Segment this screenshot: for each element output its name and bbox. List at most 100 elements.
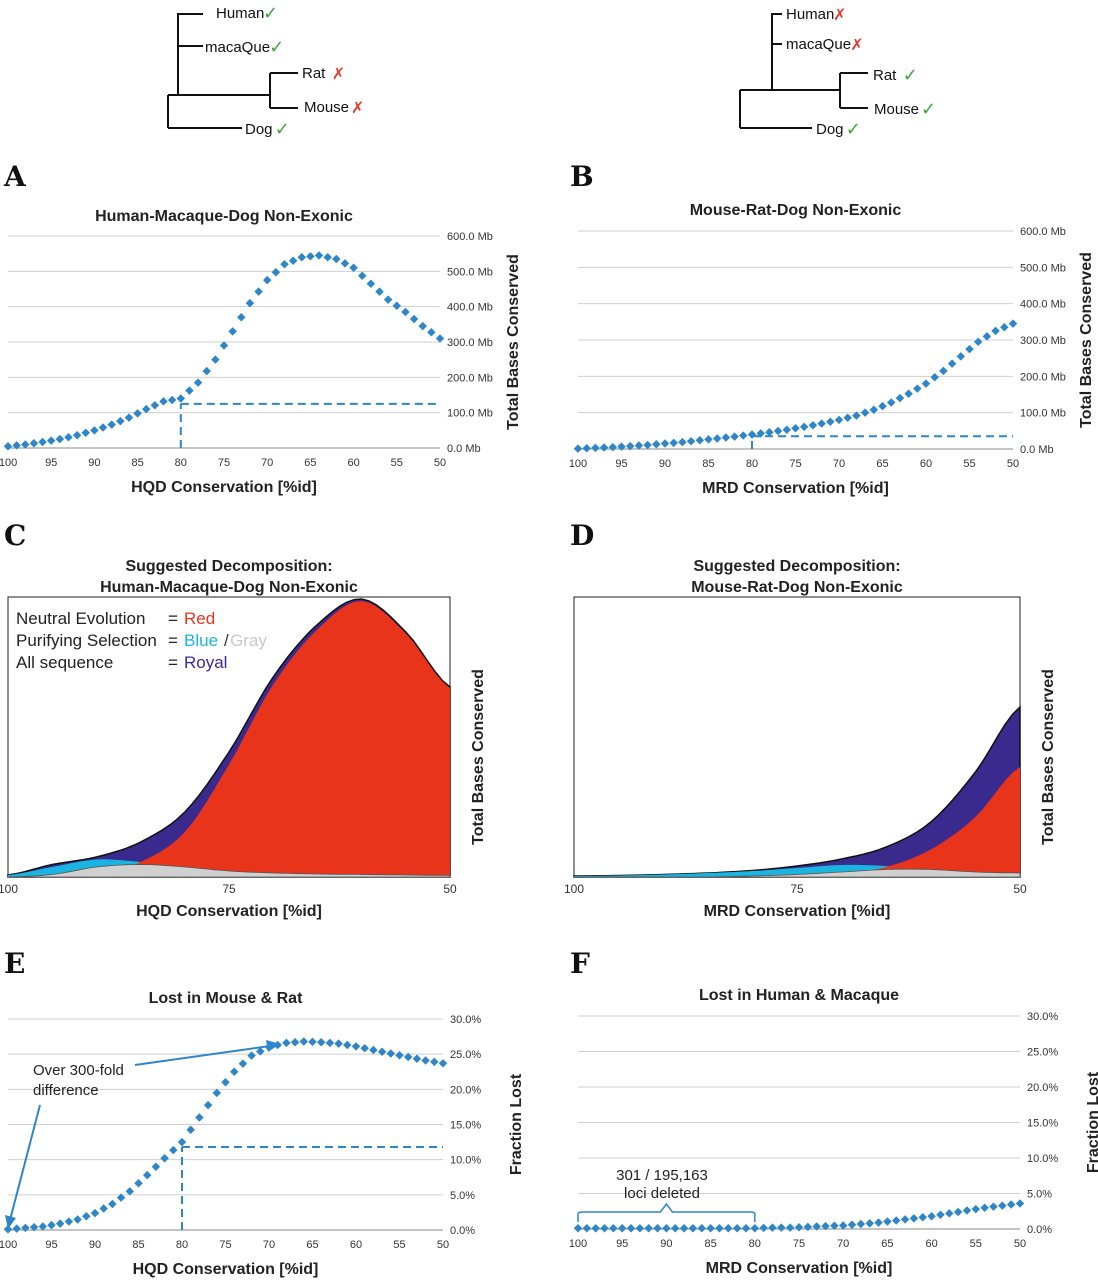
- y-axis-label: Total Bases Conserved: [505, 254, 522, 430]
- data-point: [160, 1154, 169, 1163]
- data-point: [652, 440, 661, 449]
- data-point: [357, 271, 367, 280]
- data-point: [591, 443, 600, 453]
- data-point: [909, 1214, 919, 1223]
- data-point: [739, 431, 748, 440]
- x-tick-label: 75: [218, 457, 230, 469]
- data-point: [314, 251, 324, 260]
- tree-leaf-label: Dog: [245, 121, 273, 138]
- tree-branch: [177, 13, 203, 95]
- legend-value: Blue: [184, 631, 218, 650]
- x-tick-label: 95: [616, 1238, 628, 1250]
- annotation-text: loci deleted: [624, 1185, 700, 1202]
- y-tick-label: 5.0%: [1027, 1189, 1052, 1201]
- data-point: [306, 252, 315, 261]
- phylo-tree-right: Human✗macaQue ✗Rat ✓Mouse ✓Dog ✓: [739, 6, 936, 139]
- y-tick-label: 200.0 Mb: [1020, 371, 1066, 383]
- data-point: [47, 1220, 56, 1230]
- data-point: [773, 426, 783, 436]
- x-axis-label: MRD Conservation [%id]: [704, 903, 891, 920]
- data-point: [617, 442, 626, 451]
- area-neutral-red: [574, 767, 1020, 877]
- data-point: [759, 1223, 768, 1233]
- data-point: [600, 1224, 609, 1233]
- data-point: [141, 404, 151, 414]
- data-point: [107, 420, 116, 429]
- data-point: [377, 1047, 387, 1056]
- data-point: [782, 425, 792, 434]
- data-point: [392, 301, 402, 311]
- data-point: [953, 1207, 963, 1217]
- data-point: [99, 1204, 108, 1213]
- data-point: [72, 431, 82, 440]
- data-point: [124, 413, 134, 422]
- data-point: [973, 337, 983, 347]
- data-point: [918, 1213, 928, 1222]
- legend-equals: =: [168, 609, 178, 628]
- data-point: [29, 438, 39, 448]
- data-point: [282, 1038, 291, 1048]
- data-point: [177, 1137, 187, 1147]
- area-purifying-gray: [574, 868, 1021, 878]
- check-icon: ✓: [846, 119, 861, 139]
- panel-letter: D: [570, 519, 594, 552]
- x-tick-label: 100: [564, 882, 584, 896]
- data-point: [834, 415, 844, 425]
- data-point: [343, 1040, 352, 1050]
- data-point: [151, 1162, 161, 1171]
- x-tick-label: 80: [176, 1239, 188, 1251]
- cross-icon: ✗: [332, 66, 345, 83]
- data-point: [82, 1212, 91, 1221]
- data-point: [383, 295, 393, 304]
- data-point: [617, 1224, 627, 1233]
- data-point: [369, 1045, 378, 1055]
- data-point: [830, 1221, 839, 1231]
- x-tick-label: 70: [263, 1239, 275, 1251]
- data-point: [64, 432, 73, 442]
- tree-leaf-label: Rat: [302, 65, 326, 82]
- data-point: [936, 1210, 945, 1220]
- data-point: [821, 1221, 830, 1231]
- data-point: [791, 424, 800, 433]
- data-point: [747, 430, 757, 439]
- legend-value: Red: [184, 609, 215, 628]
- x-tick-label: 80: [749, 1238, 761, 1250]
- data-point: [325, 1038, 335, 1048]
- x-tick-label: 50: [434, 457, 446, 469]
- x-tick-label: 75: [790, 882, 804, 896]
- data-point: [971, 1204, 981, 1214]
- panel-letter: C: [4, 519, 26, 552]
- data-point: [421, 1056, 430, 1065]
- data-point: [280, 260, 289, 269]
- x-tick-label: 60: [920, 458, 932, 470]
- data-point: [386, 1049, 396, 1058]
- data-point: [686, 436, 696, 446]
- data-point: [609, 1224, 618, 1233]
- data-point: [229, 1067, 239, 1076]
- annotation-text: difference: [33, 1082, 99, 1099]
- brace-icon: [577, 1202, 756, 1222]
- y-axis-label: Fraction Lost: [1085, 1071, 1098, 1173]
- data-point: [756, 429, 765, 438]
- data-point: [435, 334, 445, 343]
- data-point: [262, 275, 272, 285]
- arrow-line: [9, 1104, 41, 1221]
- data-point: [662, 1224, 671, 1233]
- x-tick-label: 90: [660, 1238, 672, 1250]
- x-tick-label: 70: [837, 1238, 849, 1250]
- data-point: [608, 442, 618, 452]
- data-point: [817, 419, 826, 428]
- data-point: [644, 1224, 653, 1233]
- x-axis-label: HQD Conservation [%id]: [136, 903, 322, 920]
- data-point: [237, 313, 246, 322]
- data-point: [715, 1224, 724, 1233]
- y-tick-label: 20.0%: [450, 1084, 481, 1096]
- data-point: [21, 440, 30, 449]
- y-tick-label: 600.0 Mb: [1020, 226, 1066, 238]
- x-tick-label: 80: [175, 457, 187, 469]
- data-point: [3, 441, 13, 451]
- data-point: [847, 1220, 857, 1229]
- data-point: [582, 1224, 592, 1233]
- data-point: [688, 1224, 698, 1233]
- x-tick-label: 70: [261, 457, 273, 469]
